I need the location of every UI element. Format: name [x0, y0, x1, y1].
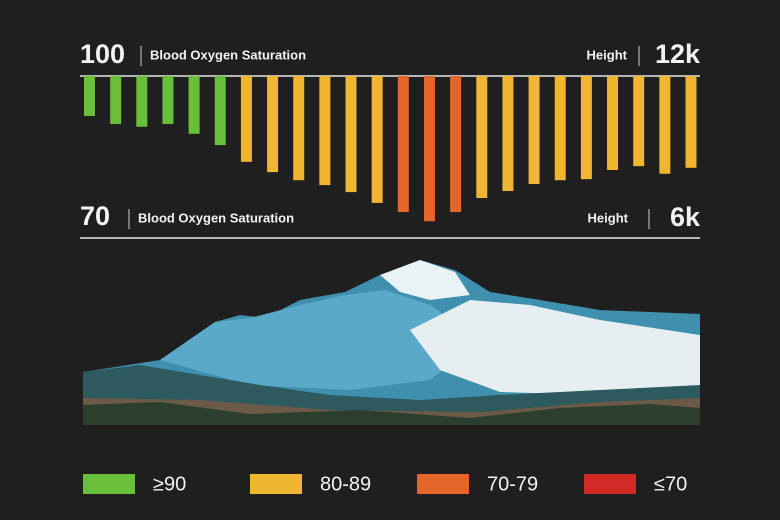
bar [162, 76, 174, 125]
legend-swatch [83, 474, 135, 494]
bar [528, 76, 540, 184]
bar [345, 76, 357, 193]
legend-swatch [250, 474, 302, 494]
mountain-image [83, 260, 700, 425]
bar [293, 76, 305, 181]
bar [450, 76, 462, 213]
bar [659, 76, 671, 174]
legend-label: 80-89 [320, 473, 371, 495]
row-label: Blood Oxygen Saturation [150, 47, 306, 62]
legend-swatch [584, 474, 636, 494]
bar [423, 76, 435, 222]
row-label: Blood Oxygen Saturation [138, 210, 294, 225]
bar [267, 76, 279, 173]
legend-swatch [417, 474, 469, 494]
height-value: 6k [670, 202, 701, 232]
bar [502, 76, 514, 192]
legend-label: 70-79 [487, 473, 538, 495]
bar [580, 76, 592, 180]
bar [554, 76, 566, 181]
bar [136, 76, 148, 127]
bar [188, 76, 200, 134]
legend-label: ≥90 [153, 473, 186, 495]
height-label: Height [587, 47, 628, 62]
bar [84, 76, 95, 116]
bar [685, 76, 697, 168]
bar [319, 76, 331, 186]
legend-label: ≤70 [654, 473, 687, 495]
height-label: Height [588, 210, 629, 225]
bar [110, 76, 122, 125]
bar [607, 76, 619, 170]
y-tick-label: 70 [80, 201, 110, 231]
bar [397, 76, 409, 213]
height-value: 12k [655, 39, 701, 69]
bar [240, 76, 252, 162]
y-tick-label: 100 [80, 39, 125, 69]
bar [214, 76, 226, 146]
bar [633, 76, 645, 167]
bar [371, 76, 383, 203]
bar [476, 76, 488, 199]
